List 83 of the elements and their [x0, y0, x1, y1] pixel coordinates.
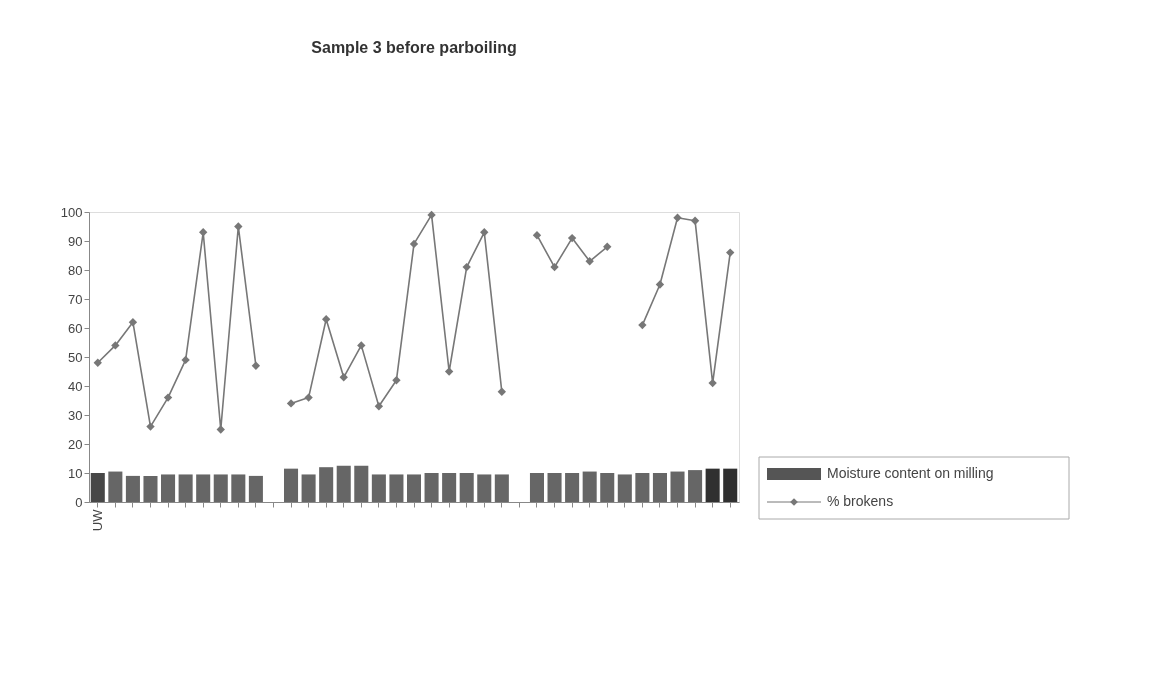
y-tick-label: 90 [68, 233, 83, 249]
bar [371, 474, 386, 502]
bar [319, 467, 334, 502]
point [444, 367, 454, 376]
point [251, 361, 261, 370]
bar [196, 474, 211, 502]
bar [565, 473, 580, 502]
bar [161, 474, 176, 502]
y-tick-label: 40 [68, 378, 83, 394]
bar [389, 474, 404, 502]
bar [477, 474, 492, 502]
bar [442, 473, 457, 502]
bar [494, 474, 509, 502]
point [673, 213, 682, 222]
point [146, 422, 155, 431]
point [286, 399, 296, 408]
point [462, 262, 471, 272]
bar [705, 468, 720, 502]
bar [635, 473, 650, 502]
bar [248, 475, 263, 502]
point [199, 228, 208, 237]
bar [301, 474, 316, 502]
legend-label: % brokens [827, 493, 894, 509]
bar [600, 473, 615, 502]
point [409, 239, 419, 249]
point [304, 393, 313, 402]
bar [354, 465, 369, 502]
point [392, 376, 401, 385]
point [321, 315, 331, 324]
point [550, 262, 559, 272]
point [93, 358, 102, 367]
y-tick-label: 80 [68, 262, 83, 278]
point [603, 242, 612, 251]
point [374, 402, 384, 411]
point [690, 216, 700, 225]
point [567, 233, 577, 243]
y-tick-label: 0 [75, 494, 83, 510]
bar [143, 475, 158, 502]
legend-label: Moisture content on milling [827, 465, 994, 481]
point [163, 393, 173, 402]
y-tick-label: 60 [68, 320, 83, 336]
y-tick-label: 10 [68, 465, 83, 481]
bar [617, 474, 632, 502]
point [585, 257, 594, 266]
bar [723, 468, 738, 502]
point [726, 248, 735, 257]
point [181, 355, 190, 365]
bar [406, 474, 422, 502]
point [357, 341, 366, 350]
bar [670, 471, 685, 502]
point [339, 373, 348, 382]
bar [688, 470, 703, 502]
y-tick-label: 30 [68, 407, 83, 423]
bar [336, 465, 351, 502]
bar [529, 473, 544, 502]
bar [652, 473, 667, 502]
bar [108, 471, 123, 502]
chart-title: Sample 3 before parboiling [311, 39, 517, 56]
point [655, 280, 665, 289]
bar [90, 473, 105, 502]
bar [178, 474, 193, 502]
point [128, 318, 138, 327]
y-tick-label: 50 [68, 349, 83, 365]
bar [459, 473, 474, 502]
point [427, 210, 436, 220]
x-tick-label: UW [89, 508, 105, 532]
bar [547, 473, 562, 502]
point [216, 425, 225, 434]
bar [213, 474, 228, 502]
y-tick-label: 70 [68, 291, 83, 307]
bar [424, 473, 439, 502]
point [497, 387, 507, 396]
point [532, 231, 542, 240]
point [234, 222, 243, 231]
bar [231, 474, 246, 502]
point [638, 320, 647, 330]
bar [125, 475, 140, 502]
y-tick-label: 20 [68, 436, 83, 452]
point [111, 341, 120, 350]
bar [284, 468, 299, 502]
point [480, 228, 489, 237]
bar [582, 471, 597, 502]
y-tick-label: 100 [60, 204, 83, 220]
